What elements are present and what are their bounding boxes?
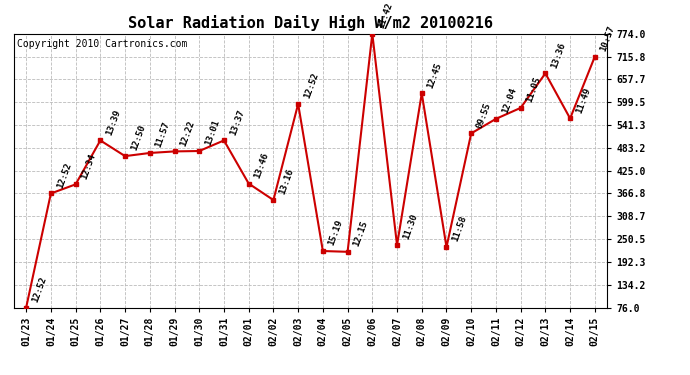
Text: 13:37: 13:37 <box>228 108 246 136</box>
Text: 15:19: 15:19 <box>327 219 345 247</box>
Text: 13:16: 13:16 <box>277 168 295 196</box>
Text: 11:30: 11:30 <box>401 213 419 241</box>
Text: 12:52: 12:52 <box>302 72 320 100</box>
Text: 12:45: 12:45 <box>426 61 444 89</box>
Text: 12:15: 12:15 <box>352 219 369 248</box>
Text: 13:01: 13:01 <box>204 118 221 147</box>
Title: Solar Radiation Daily High W/m2 20100216: Solar Radiation Daily High W/m2 20100216 <box>128 15 493 31</box>
Text: 11:42: 11:42 <box>377 1 394 30</box>
Text: 13:46: 13:46 <box>253 151 270 179</box>
Text: 10:57: 10:57 <box>599 24 617 52</box>
Text: 12:50: 12:50 <box>129 124 147 152</box>
Text: 12:34: 12:34 <box>80 152 97 180</box>
Text: 12:52: 12:52 <box>30 275 48 303</box>
Text: 12:52: 12:52 <box>55 161 72 189</box>
Text: 11:05: 11:05 <box>525 75 542 104</box>
Text: 11:57: 11:57 <box>154 120 172 149</box>
Text: 12:04: 12:04 <box>500 86 518 115</box>
Text: 11:58: 11:58 <box>451 214 469 243</box>
Text: 12:22: 12:22 <box>179 119 197 147</box>
Text: 13:36: 13:36 <box>549 41 567 69</box>
Text: 09:55: 09:55 <box>475 101 493 129</box>
Text: 11:49: 11:49 <box>574 86 592 114</box>
Text: Copyright 2010 Cartronics.com: Copyright 2010 Cartronics.com <box>17 39 187 49</box>
Text: 13:39: 13:39 <box>104 108 122 136</box>
